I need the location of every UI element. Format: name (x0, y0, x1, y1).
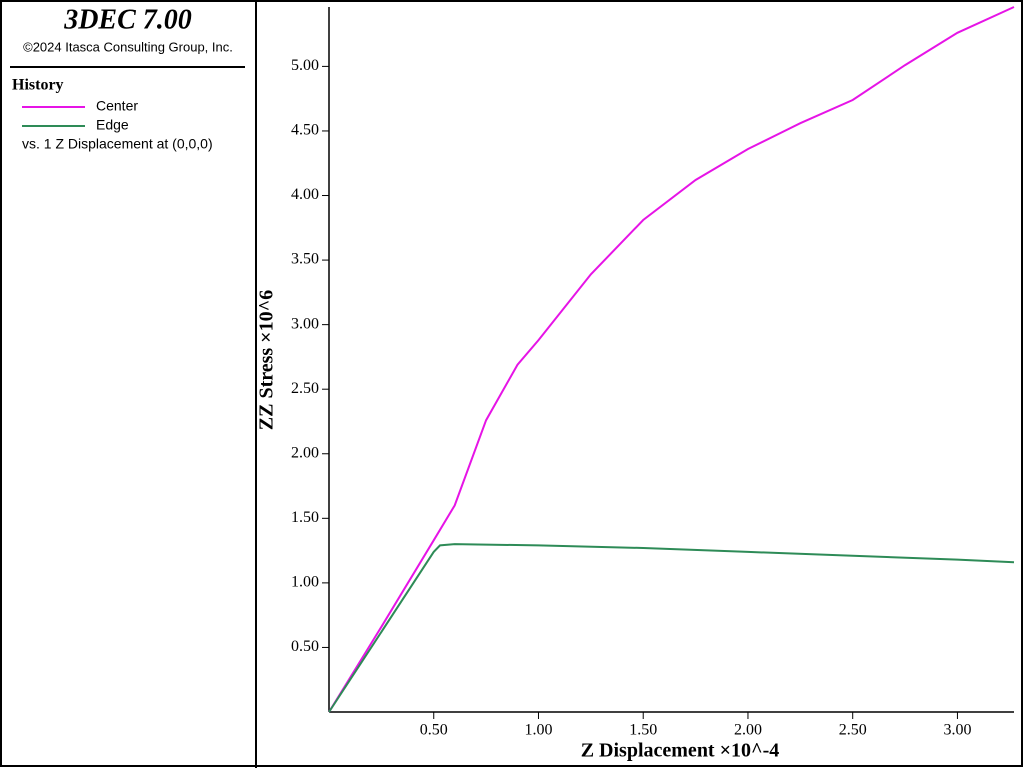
y-tick-label: 5.00 (291, 57, 319, 74)
copyright: ©2024 Itasca Consulting Group, Inc. (23, 39, 233, 54)
series-line (328, 543, 1015, 713)
y-tick-label: 2.00 (291, 444, 319, 461)
y-tick-label: 0.50 (291, 638, 319, 655)
y-tick-label: 4.50 (291, 122, 319, 139)
x-tick-label: 1.50 (629, 722, 657, 739)
y-tick-label: 4.00 (291, 186, 319, 203)
y-tick-label: 3.00 (291, 315, 319, 332)
x-tick-label: 0.50 (420, 722, 448, 739)
x-axis-label: Z Displacement ×10^-4 (581, 740, 780, 762)
y-tick-label: 1.00 (291, 574, 319, 591)
x-tick-label: 2.50 (839, 722, 867, 739)
y-tick-label: 3.50 (291, 251, 319, 268)
vs-label: vs. 1 Z Displacement at (0,0,0) (22, 136, 213, 152)
y-tick-label: 1.50 (291, 509, 319, 526)
legend-label: Edge (96, 117, 129, 133)
section-heading: History (12, 77, 64, 94)
legend-label: Center (96, 98, 138, 114)
x-tick-label: 2.00 (734, 722, 762, 739)
app-title: 3DEC 7.00 (63, 4, 192, 35)
x-tick-label: 3.00 (943, 722, 971, 739)
y-axis-label: ZZ Stress ×10^6 (256, 290, 278, 430)
series-line (328, 6, 1015, 713)
x-tick-label: 1.00 (524, 722, 552, 739)
y-tick-label: 2.50 (291, 380, 319, 397)
